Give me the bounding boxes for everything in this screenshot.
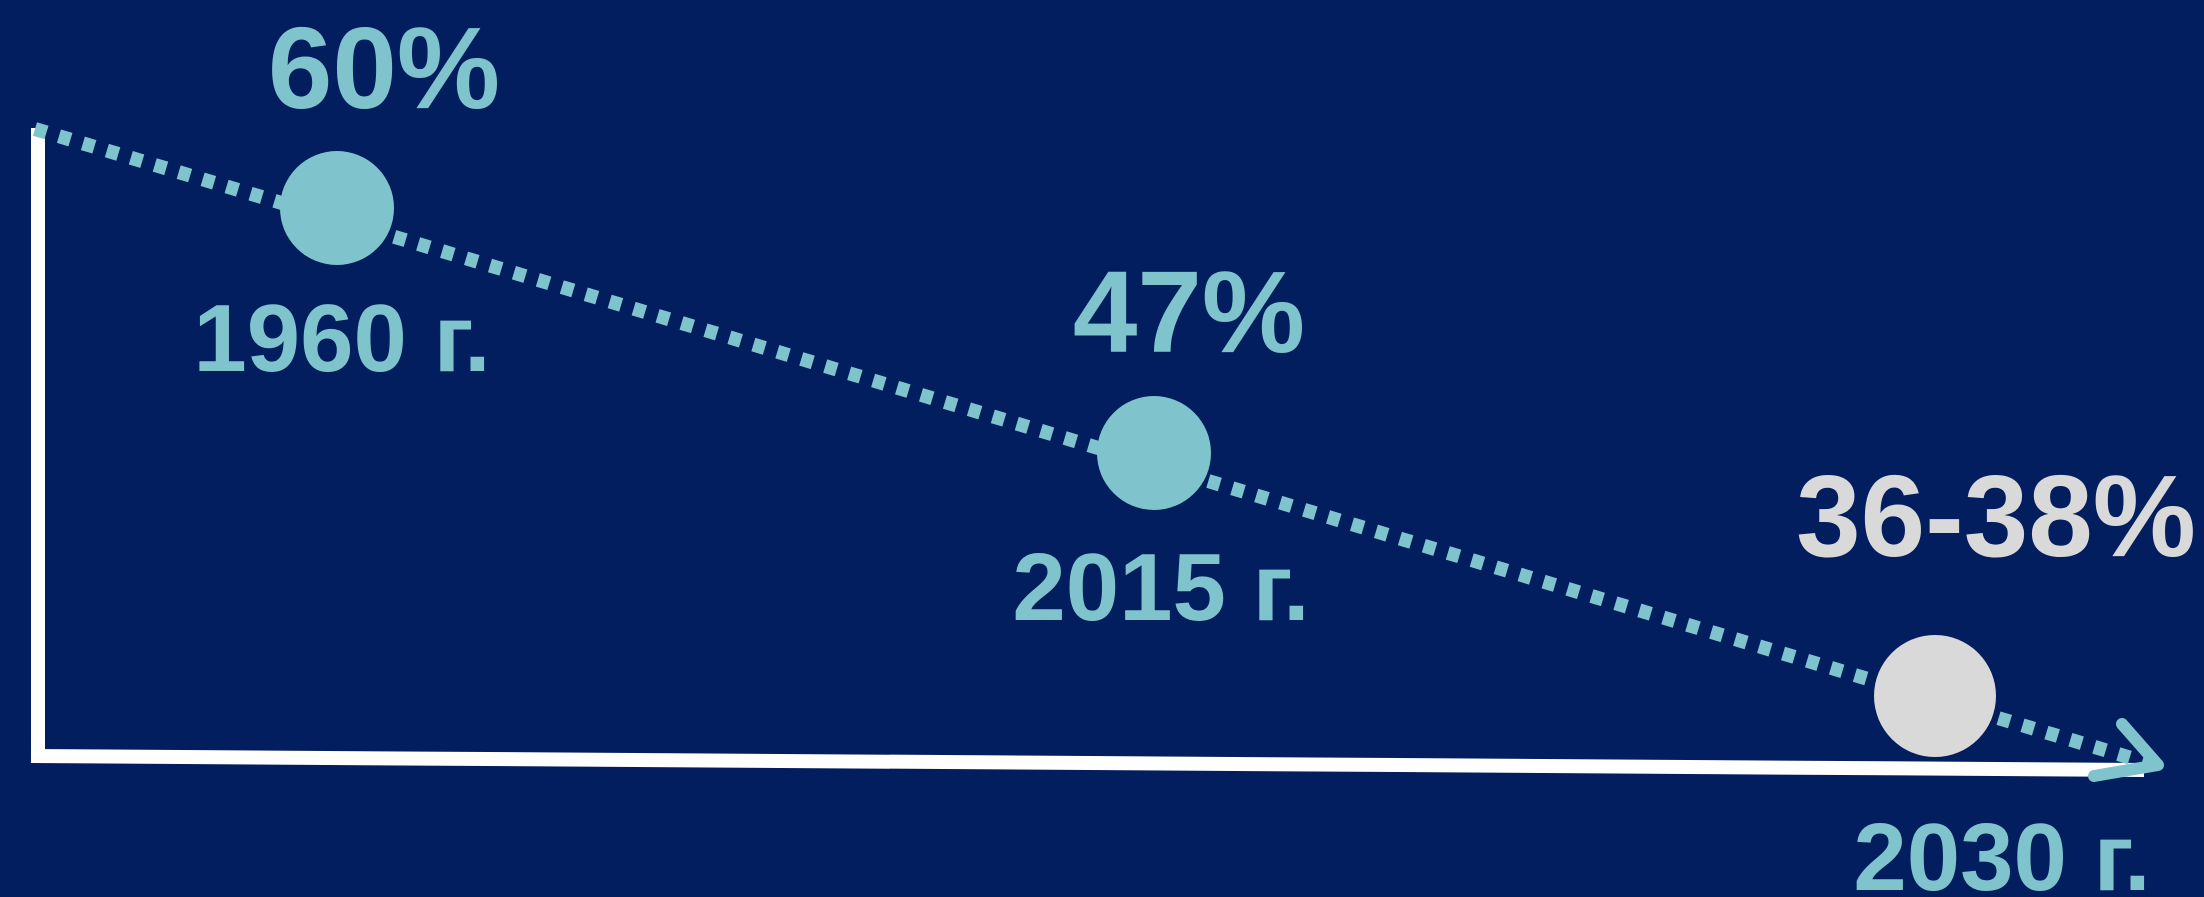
trend-arrowhead	[2088, 718, 2164, 782]
point-marker	[1874, 635, 1996, 757]
point-year: 2030 г.	[1853, 804, 2150, 897]
point-value: 36-38%	[1796, 451, 2196, 581]
point-year: 1960 г.	[193, 285, 490, 392]
point-marker	[1097, 396, 1211, 510]
point-marker	[280, 151, 394, 265]
trend-line	[32, 122, 2151, 770]
horizontal-axis	[30, 749, 2145, 777]
point-value: 47%	[1073, 247, 1305, 377]
point-value: 60%	[268, 3, 500, 133]
point-year: 2015 г.	[1012, 534, 1309, 641]
